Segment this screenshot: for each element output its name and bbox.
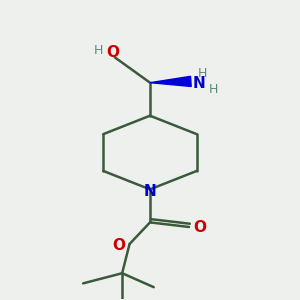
Text: N: N — [144, 184, 156, 199]
Text: H: H — [209, 82, 219, 95]
Text: N: N — [193, 76, 206, 91]
Text: O: O — [113, 238, 126, 253]
Text: H: H — [197, 67, 207, 80]
Polygon shape — [150, 76, 191, 86]
Text: H: H — [93, 44, 103, 57]
Text: O: O — [193, 220, 206, 235]
Text: O: O — [106, 45, 119, 60]
